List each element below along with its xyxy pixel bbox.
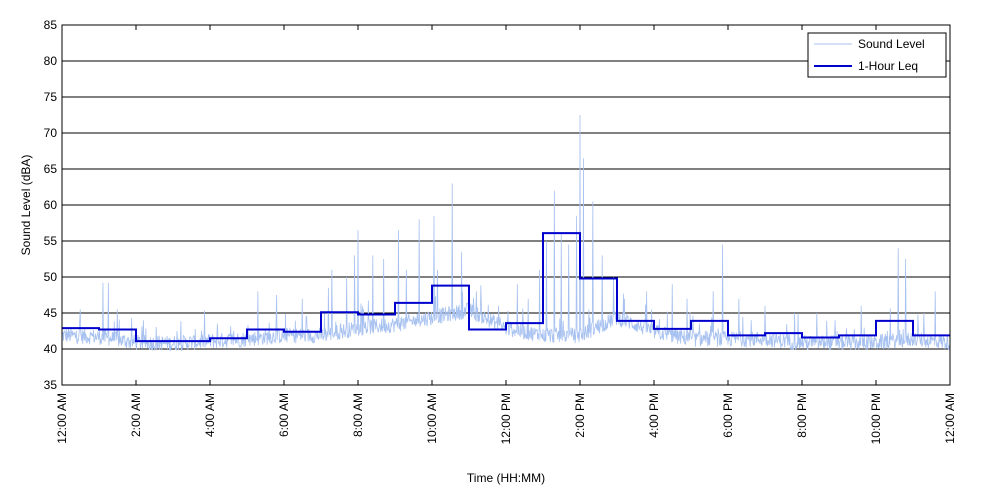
- legend-label-sound-level: Sound Level: [858, 37, 925, 51]
- y-tick-label: 45: [44, 306, 58, 320]
- y-tick-label: 35: [44, 378, 58, 392]
- y-tick-label: 60: [44, 198, 58, 212]
- y-tick-label: 40: [44, 342, 58, 356]
- x-axis-ticks: 12:00 AM 2:00 AM 4:00 AM 6:00 AM 8:00 AM 10:0…: [55, 25, 957, 444]
- x-axis-label: Time (HH:MM): [467, 471, 545, 485]
- x-tick-label: 8:00 PM: [795, 393, 809, 438]
- legend: Sound Level 1-Hour Leq: [807, 32, 947, 78]
- x-tick-label: 6:00 PM: [721, 393, 735, 438]
- y-tick-label: 65: [44, 162, 58, 176]
- x-tick-label: 10:00 PM: [869, 393, 883, 444]
- x-tick-label: 6:00 AM: [277, 393, 291, 437]
- x-tick-label: 12:00 AM: [55, 393, 69, 444]
- leq-series: [62, 232, 950, 343]
- legend-label-leq: 1-Hour Leq: [858, 59, 918, 73]
- plot-frame: [61, 24, 951, 386]
- y-axis-ticks: 35 40 45 50 55 60 65 70 75 80 85: [44, 18, 67, 392]
- y-tick-label: 80: [44, 54, 58, 68]
- leq-line: [62, 232, 950, 343]
- x-tick-label: 12:00 PM: [499, 393, 513, 444]
- x-tick-label: 8:00 AM: [351, 393, 365, 437]
- x-tick-label: 4:00 PM: [647, 393, 661, 438]
- y-axis-label: Sound Level (dBA): [19, 155, 33, 256]
- x-tick-label: 2:00 AM: [129, 393, 143, 437]
- y-tick-label: 75: [44, 90, 58, 104]
- x-tick-label: 10:00 AM: [425, 393, 439, 444]
- y-tick-label: 55: [44, 234, 58, 248]
- legend-box: [807, 32, 947, 78]
- y-tick-label: 70: [44, 126, 58, 140]
- y-tick-label: 85: [44, 18, 58, 32]
- x-tick-label: 4:00 AM: [203, 393, 217, 437]
- x-tick-label: 12:00 AM: [943, 393, 957, 444]
- y-tick-label: 50: [44, 270, 58, 284]
- x-tick-label: 2:00 PM: [573, 393, 587, 438]
